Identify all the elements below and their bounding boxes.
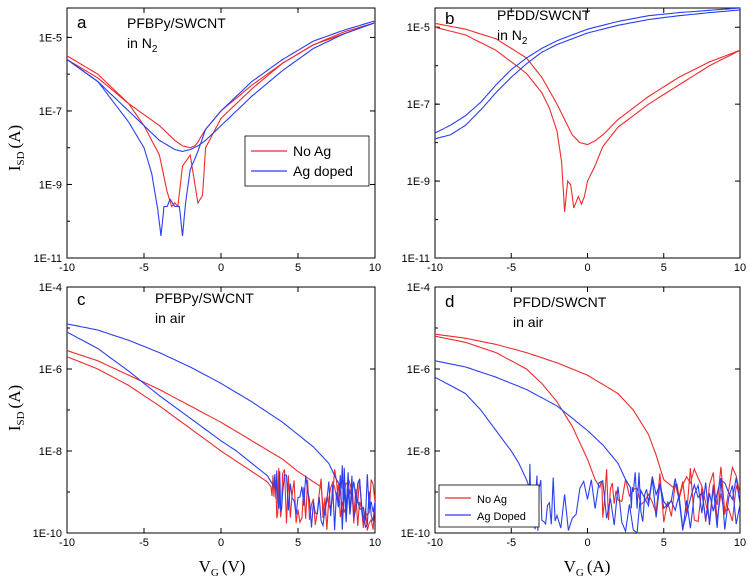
y-tick-label: 1E-5 — [407, 22, 430, 34]
panel-title-a: PFBPy/SWCNT — [127, 15, 226, 31]
x-tick-label: 5 — [295, 537, 301, 549]
x-tick-label: 5 — [661, 537, 667, 549]
series-line-ag-doped-reverse — [435, 8, 740, 134]
y-tick-label: 1E-4 — [407, 282, 430, 294]
x-axis-label-c: VG (V) — [199, 557, 246, 579]
x-tick-label: 5 — [295, 262, 301, 274]
y-tick-label: 1E-10 — [33, 528, 62, 540]
y-tick-label: 1E-4 — [39, 282, 62, 294]
y-tick-label: 1E-8 — [407, 446, 430, 458]
x-tick-label: 10 — [369, 537, 381, 549]
panel-letter-d: d — [445, 292, 454, 311]
panel-title-b: PFDD/SWCNT — [497, 7, 591, 23]
x-tick-label: 0 — [584, 537, 590, 549]
panel-letter-b: b — [445, 9, 454, 28]
legend-box — [438, 484, 540, 528]
x-tick-label: -5 — [139, 262, 149, 274]
panel-title-d: PFDD/SWCNT — [513, 294, 607, 310]
legend-label-ag-doped: Ag Doped — [477, 511, 526, 523]
panel-subtitle-c: in air — [155, 310, 186, 326]
y-tick-label: 1E-8 — [39, 446, 62, 458]
y-tick-label: 1E-11 — [33, 253, 62, 265]
y-tick-label: 1E-10 — [401, 528, 430, 540]
chart-panel-a: -10 -5 0 5 10 1E-5 1E-7 1E-9 1E-11 a PFBPy/SWCNT in… — [33, 7, 381, 274]
x-tick-label: -10 — [59, 537, 75, 549]
x-tick-label: 10 — [369, 262, 381, 274]
panel-title-c: PFBPy/SWCNT — [155, 290, 254, 306]
legend-a: No Ag Ag doped — [244, 135, 370, 187]
x-tick-label: 5 — [661, 262, 667, 274]
x-tick-label: -5 — [506, 537, 516, 549]
series-line-ag-doped-forward — [67, 22, 375, 152]
chart-panel-b: -10 -5 0 5 10 1E-5 1E-7 1E-9 1E-11 b PFDD/SWCNT in … — [401, 7, 746, 274]
series-line-ag-doped-forward — [67, 331, 375, 531]
panel-subtitle-a: in N2 — [127, 35, 158, 55]
plot-frame-b — [434, 7, 741, 259]
y-axis-label-top: ISD(A) — [5, 125, 27, 171]
y-tick-label: 1E-5 — [39, 32, 62, 44]
legend-label-no-ag: No Ag — [293, 143, 331, 159]
x-tick-label: -10 — [427, 537, 443, 549]
legend-label-ag-doped: Ag doped — [293, 163, 353, 179]
chart-panel-d: -10 -5 0 5 10 1E-4 1E-6 1E-8 1E-10 d PFDD/SWCNT in … — [401, 282, 746, 549]
x-tick-label: 0 — [218, 262, 224, 274]
series-line-no-ag-forward — [435, 22, 740, 146]
y-tick-label: 1E-9 — [39, 179, 62, 191]
y-tick-label: 1E-6 — [407, 364, 430, 376]
x-axis-label-d: VG (A) — [564, 557, 611, 579]
y-tick-label: 1E-11 — [401, 253, 430, 265]
series-line-ag-doped-reverse — [67, 20, 375, 236]
x-tick-label: 10 — [734, 262, 746, 274]
plot-frame-a — [66, 7, 376, 259]
chart-panel-c: -10 -5 0 5 10 1E-4 1E-6 1E-8 1E-10 c PFBPy/SWCNT in… — [33, 282, 381, 549]
y-tick-label: 1E-7 — [39, 106, 62, 118]
x-tick-label: 10 — [734, 537, 746, 549]
panel-letter-c: c — [77, 290, 86, 309]
x-tick-label: -10 — [427, 262, 443, 274]
x-tick-label: -5 — [506, 262, 516, 274]
x-tick-label: -10 — [59, 262, 75, 274]
x-tick-label: 0 — [584, 262, 590, 274]
y-tick-label: 1E-9 — [407, 176, 430, 188]
legend-d: No Ag Ag Doped — [438, 484, 540, 528]
y-tick-label: 1E-7 — [407, 99, 430, 111]
series-line-no-ag-reverse — [435, 26, 740, 212]
x-tick-label: -5 — [139, 537, 149, 549]
series-line-ag-doped-forward — [435, 9, 740, 140]
series-line-no-ag-reverse — [67, 22, 375, 208]
series-line-no-ag-forward — [435, 335, 740, 523]
x-tick-label: 0 — [218, 537, 224, 549]
series-line-ag-doped-reverse — [435, 360, 740, 530]
legend-box — [244, 135, 370, 187]
series-line-ag-doped-reverse — [67, 323, 375, 529]
y-tick-label: 1E-6 — [39, 364, 62, 376]
panel-subtitle-d: in air — [513, 314, 544, 330]
panel-letter-a: a — [77, 13, 87, 32]
legend-label-no-ag: No Ag — [477, 494, 507, 506]
panel-subtitle-b: in N2 — [497, 27, 528, 47]
y-axis-label-bottom: ISD(A) — [5, 385, 27, 431]
